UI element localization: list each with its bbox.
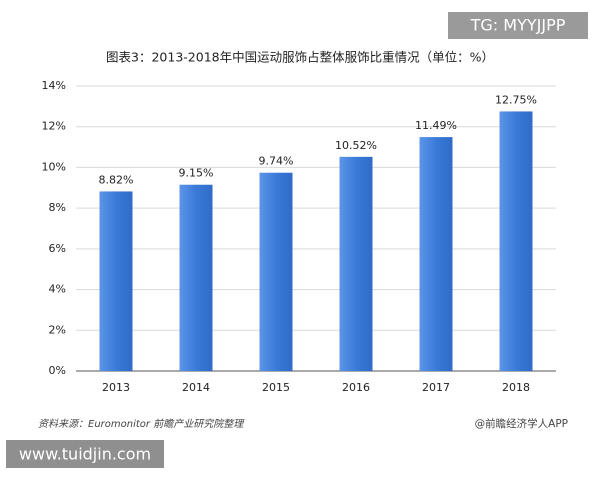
- y-tick-label: 10%: [42, 160, 66, 173]
- x-tick-label: 2017: [422, 381, 450, 394]
- bar: [499, 111, 533, 372]
- y-tick-label: 0%: [49, 364, 66, 377]
- credit: @前瞻经济学人APP: [475, 417, 568, 430]
- y-tick-label: 2%: [49, 323, 66, 336]
- x-tick-label: 2014: [182, 381, 210, 394]
- x-tick-label: 2013: [102, 381, 130, 394]
- source: 资料来源：Euromonitor 前瞻产业研究院整理: [38, 418, 245, 430]
- y-tick-label: 6%: [49, 242, 66, 255]
- x-tick-label: 2016: [342, 381, 370, 394]
- value-label: 12.75%: [495, 93, 537, 106]
- bar: [99, 191, 133, 371]
- y-tick-label: 8%: [49, 201, 66, 214]
- bar: [339, 156, 373, 371]
- site-badge: [6, 440, 164, 468]
- value-label: 10.52%: [335, 139, 377, 152]
- bar: [259, 172, 293, 371]
- value-label: 9.15%: [179, 167, 214, 180]
- x-tick-label: 2015: [262, 381, 290, 394]
- y-tick-label: 12%: [42, 120, 66, 133]
- bar: [179, 184, 213, 371]
- tg-text: TG: MYYJJPP: [470, 16, 566, 35]
- value-label: 8.82%: [99, 173, 134, 186]
- site-text: www.tuidjin.com: [19, 445, 151, 464]
- y-tick-label: 14%: [42, 79, 66, 92]
- x-tick-label: 2018: [502, 381, 530, 394]
- value-label: 11.49%: [415, 119, 457, 132]
- chart-title: 图表3：2013-2018年中国运动服饰占整体服饰比重情况（单位：%）: [106, 50, 494, 65]
- tg-badge: [448, 12, 588, 39]
- bar: [419, 137, 453, 371]
- value-label: 9.74%: [259, 155, 294, 168]
- y-tick-label: 4%: [49, 283, 66, 296]
